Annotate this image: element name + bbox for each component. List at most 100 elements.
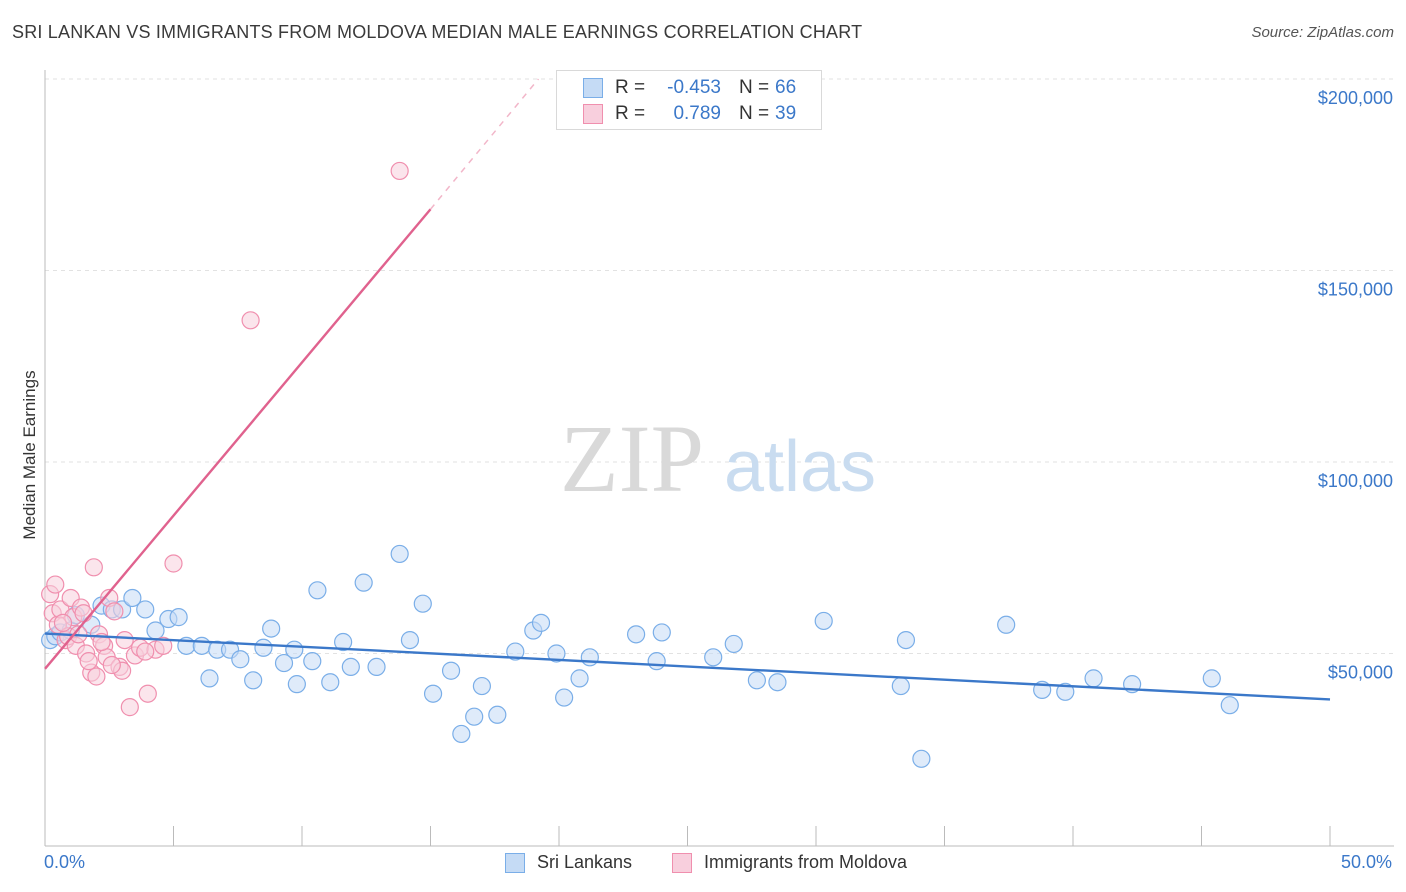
- data-point: [647, 652, 666, 671]
- data-point: [74, 604, 93, 623]
- data-point: [1084, 669, 1103, 688]
- y-tick-labels: $50,000 $100,000 $150,000 $200,000: [1318, 88, 1393, 683]
- series-sri-lankans: [41, 544, 1239, 768]
- data-point: [274, 653, 294, 673]
- legend-n-label: N =: [739, 103, 770, 124]
- data-point: [423, 684, 443, 703]
- y-tick-label: $200,000: [1318, 88, 1393, 108]
- correlation-legend: R = -0.453 N = 66 R = 0.789 N = 39: [556, 70, 822, 130]
- data-point: [192, 636, 211, 655]
- data-point: [138, 684, 157, 703]
- legend-item-sri-lankans: Sri Lankans: [505, 852, 632, 873]
- data-point: [321, 673, 340, 692]
- data-point: [84, 558, 103, 577]
- legend-r-label: R =: [615, 77, 646, 98]
- data-point: [136, 600, 155, 619]
- data-point: [814, 611, 833, 631]
- data-point: [120, 698, 139, 717]
- legend-r-label: R =: [615, 103, 646, 124]
- trend-line-extension: [429, 78, 540, 210]
- data-points: [41, 161, 1239, 768]
- data-point: [400, 630, 420, 650]
- y-tick-label: $150,000: [1318, 280, 1393, 300]
- gridlines: [45, 78, 1394, 654]
- data-point: [626, 625, 646, 644]
- data-point: [303, 652, 322, 671]
- data-point: [287, 675, 306, 694]
- legend-n-value: 66: [775, 77, 797, 98]
- data-point: [164, 554, 183, 573]
- data-point: [334, 632, 353, 652]
- watermark-zip: ZIP: [560, 405, 704, 512]
- axes: [44, 70, 1394, 847]
- data-point: [102, 655, 121, 675]
- data-point: [747, 671, 766, 690]
- data-point: [1056, 682, 1075, 701]
- chart-title: SRI LANKAN VS IMMIGRANTS FROM MOLDOVA ME…: [12, 22, 863, 42]
- data-point: [465, 707, 484, 726]
- data-point: [367, 657, 386, 677]
- legend-swatch-blue: [505, 852, 525, 873]
- data-point: [472, 676, 491, 696]
- data-point: [506, 642, 525, 661]
- legend-row-sri-lankans: R = -0.453 N = 66: [583, 76, 796, 100]
- data-point: [547, 644, 566, 663]
- data-point: [413, 594, 432, 613]
- data-point: [997, 615, 1016, 634]
- legend-r-value: -0.453: [667, 77, 721, 98]
- data-point: [580, 648, 599, 667]
- data-point: [123, 588, 142, 608]
- data-point: [724, 634, 743, 654]
- watermark: ZIP atlas: [560, 405, 876, 512]
- y-tick-label: $100,000: [1318, 471, 1393, 491]
- data-point: [169, 608, 188, 627]
- data-point: [768, 673, 787, 692]
- data-point: [262, 619, 281, 638]
- data-point: [1202, 669, 1221, 688]
- data-point: [555, 688, 574, 707]
- trend-line-moldova: [44, 208, 432, 670]
- x-tick-max: 50.0%: [1340, 852, 1392, 872]
- y-tick-label: $50,000: [1328, 663, 1393, 683]
- data-point: [704, 648, 723, 667]
- legend-swatch-pink: [672, 852, 692, 873]
- data-point: [1220, 696, 1239, 715]
- data-point: [46, 575, 65, 594]
- data-point: [652, 623, 671, 642]
- legend-label: Immigrants from Moldova: [704, 852, 908, 872]
- data-point: [912, 749, 931, 768]
- trend-lines: [44, 78, 1331, 701]
- data-point: [136, 642, 155, 661]
- data-point: [241, 311, 260, 330]
- data-point: [441, 661, 461, 680]
- series-moldova: [41, 161, 409, 717]
- data-point: [452, 724, 471, 744]
- data-point: [570, 669, 589, 688]
- data-point: [87, 667, 106, 686]
- data-point: [115, 630, 134, 650]
- data-point: [341, 657, 360, 677]
- data-point: [53, 613, 73, 632]
- legend-n-label: N =: [739, 77, 770, 98]
- data-point: [308, 581, 327, 600]
- legend-label: Sri Lankans: [537, 852, 633, 872]
- watermark-atlas: atlas: [724, 427, 876, 507]
- data-point: [154, 636, 173, 655]
- data-point: [488, 705, 507, 724]
- data-point: [79, 652, 98, 671]
- legend-r-value: 0.789: [673, 103, 721, 124]
- legend-swatch-blue: [583, 78, 603, 98]
- legend-swatch-pink: [583, 104, 603, 124]
- data-point: [531, 613, 551, 632]
- trend-line-sri-lankans: [44, 632, 1331, 701]
- legend-row-moldova: R = 0.789 N = 39: [583, 102, 796, 126]
- data-point: [231, 650, 250, 669]
- legend-n-value: 39: [775, 103, 797, 124]
- legend-item-moldova: Immigrants from Moldova: [672, 852, 907, 873]
- data-point: [390, 161, 409, 181]
- data-point: [254, 638, 273, 657]
- data-point: [390, 544, 409, 564]
- chart-source: Source: ZipAtlas.com: [1251, 24, 1394, 41]
- data-point: [244, 671, 263, 690]
